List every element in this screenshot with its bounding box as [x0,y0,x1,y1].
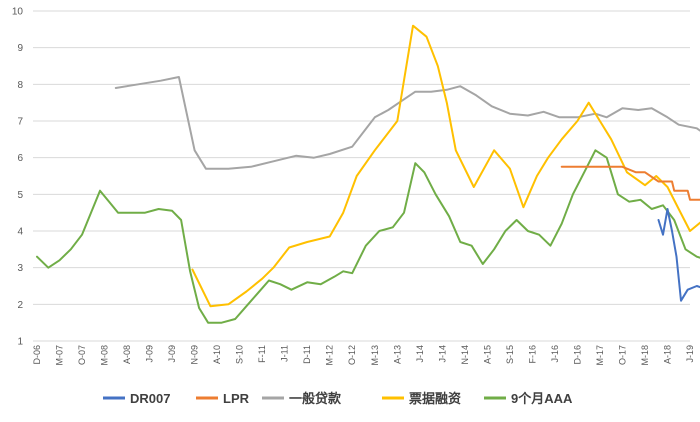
y-tick-label: 2 [17,300,23,311]
y-tick-label: 10 [12,7,24,18]
x-tick-label: D-06 [32,345,42,365]
x-tick-label: N-09 [190,345,200,365]
series-line [116,77,700,178]
x-tick-label: N-14 [460,345,470,365]
x-tick-label: J-19 [685,345,695,363]
x-tick-label: A-10 [212,345,222,364]
legend-label: DR007 [130,391,170,406]
y-tick-label: 5 [17,190,23,201]
x-tick-label: J-09 [167,345,177,363]
x-tick-label: J-16 [550,345,560,363]
x-tick-label: F-16 [527,345,537,364]
legend: DR007 LPR 一般贷款 票据融资 9个月AAA [103,391,573,406]
y-tick-label: 6 [17,153,23,164]
x-tick-label: J-09 [145,345,155,363]
series-line [192,26,700,307]
x-tick-label: S-15 [505,345,515,364]
y-tick-label: 3 [17,263,23,274]
legend-label: 9个月AAA [511,391,573,406]
legend-label: LPR [223,391,250,406]
x-tick-label: M-07 [55,345,65,366]
x-tick-label: M-12 [325,345,335,366]
y-axis: 1 2 3 4 5 6 7 8 9 10 [12,7,24,348]
x-tick-label: D-11 [302,345,312,364]
x-tick-label: M-13 [370,345,380,366]
x-tick-label: O-12 [347,345,357,365]
x-tick-label: F-11 [257,345,267,363]
x-tick-label: A-13 [392,345,402,364]
x-tick-label: J-14 [437,345,447,363]
x-tick-label: A-15 [482,345,492,364]
gridlines [33,11,690,341]
x-tick-label: D-16 [572,345,582,365]
x-tick-label: S-10 [235,345,245,364]
y-tick-label: 1 [17,337,23,348]
series-line [37,150,700,322]
x-tick-label: J-14 [415,345,425,363]
y-tick-label: 8 [17,80,23,91]
y-tick-label: 7 [17,117,23,128]
legend-label: 票据融资 [409,391,461,406]
x-tick-label: J-11 [280,345,290,362]
x-tick-label: M-08 [100,345,110,366]
x-tick-label: M-18 [640,345,650,366]
legend-label: 一般贷款 [289,391,342,406]
x-axis: D-06 M-07 O-07 M-08 A-08 J-09 J-09 N-09 A-10 S-10… [32,345,695,366]
x-tick-label: M-17 [595,345,605,366]
y-tick-label: 4 [17,227,23,238]
x-tick-label: O-17 [617,345,627,365]
x-tick-label: A-08 [122,345,132,364]
y-tick-label: 9 [17,43,23,54]
x-tick-label: O-07 [77,345,87,365]
series-lines [37,26,700,323]
x-tick-label: A-18 [662,345,672,364]
